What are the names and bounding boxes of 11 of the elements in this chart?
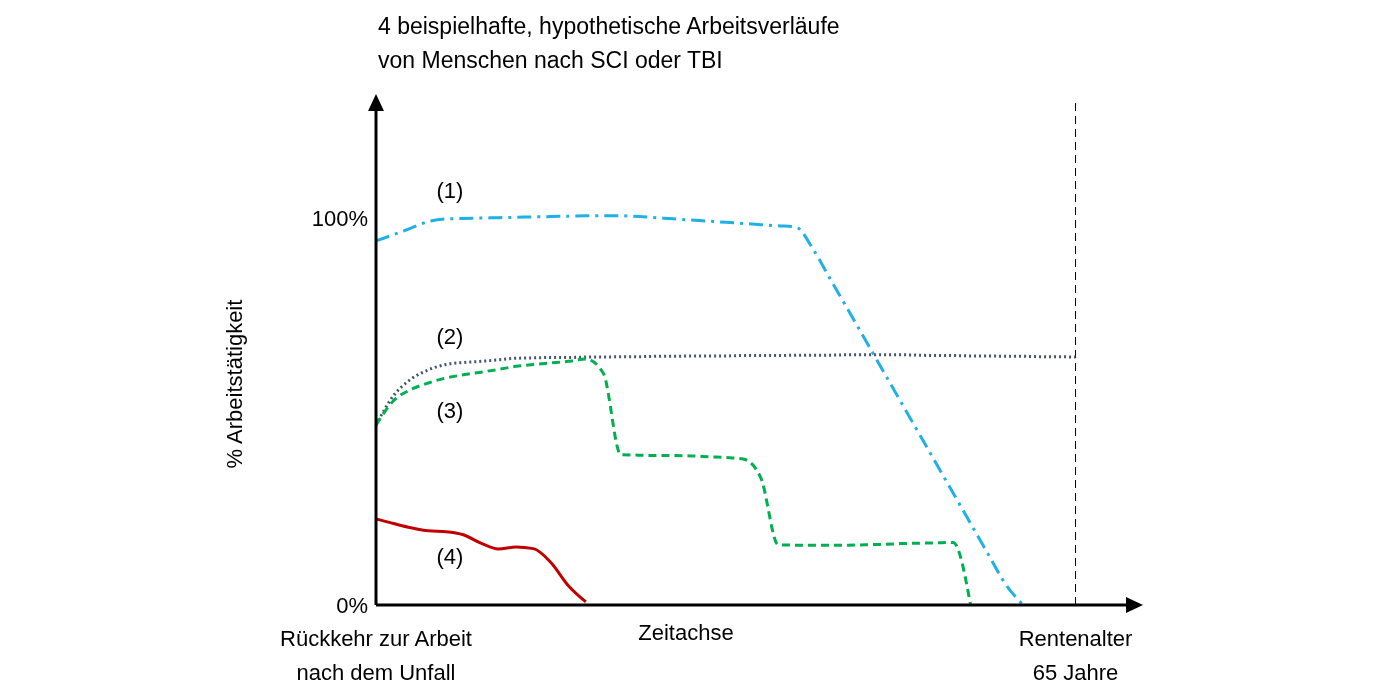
x-tick-label: Rentenalter 65 Jahre bbox=[1018, 626, 1133, 685]
x-axis-title: Zeitachse bbox=[638, 620, 734, 645]
chart-title: 4 beispielhafte, hypothetische Arbeitsverläufe von Menschen nach SCI oder TBI bbox=[378, 13, 840, 73]
series-label: (1) bbox=[436, 177, 464, 203]
series-label: (2) bbox=[436, 324, 464, 350]
y-axis-title: % Arbeitstätigkeit bbox=[222, 299, 247, 469]
y-tick-label: 100% bbox=[311, 206, 368, 232]
series-label: (3) bbox=[436, 397, 464, 423]
x-tick-label: Rückkehr zur Arbeit nach dem Unfall bbox=[280, 626, 472, 685]
series-label: (4) bbox=[436, 543, 464, 569]
y-tick-label: 0% bbox=[336, 592, 368, 618]
